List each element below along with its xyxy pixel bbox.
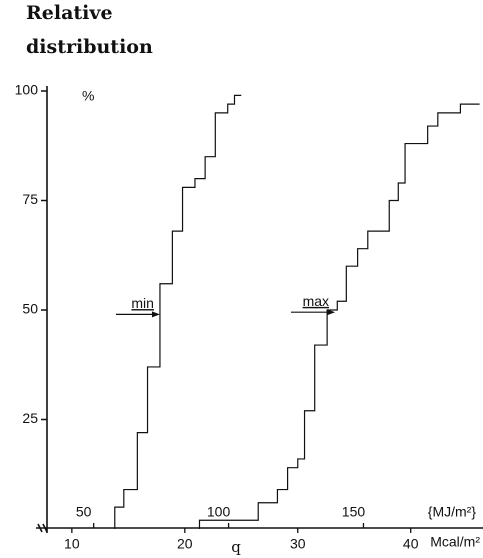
x-axis-label: q — [231, 538, 241, 556]
y-tick-label: 100 — [15, 82, 39, 98]
x-tick-label: 20 — [177, 536, 193, 552]
arrow-head — [327, 309, 336, 316]
x-tick-label: 40 — [403, 536, 419, 552]
y-axis-label: % — [82, 88, 94, 104]
chart-title: Relative — [26, 2, 113, 24]
x-tick-label: 30 — [290, 536, 306, 552]
step-line — [114, 94, 242, 529]
arrow-head — [151, 311, 160, 318]
x2-tick-label: 50 — [76, 504, 92, 520]
y-tick-label: 50 — [22, 301, 38, 317]
x2-unit: {MJ/m²} — [428, 504, 477, 520]
y-tick-label: 75 — [22, 191, 38, 207]
x-tick-label: 10 — [64, 536, 80, 552]
x2-tick-label: 150 — [342, 504, 366, 520]
axis-break — [37, 523, 48, 533]
annotation: max — [303, 293, 329, 309]
step-line — [198, 103, 480, 529]
chart-title: distribution — [26, 36, 153, 58]
y-tick-label: 25 — [22, 410, 38, 426]
annotation: min — [131, 295, 154, 311]
x2-tick-label: 100 — [207, 504, 231, 520]
x-unit: Mcal/m² — [430, 534, 480, 550]
